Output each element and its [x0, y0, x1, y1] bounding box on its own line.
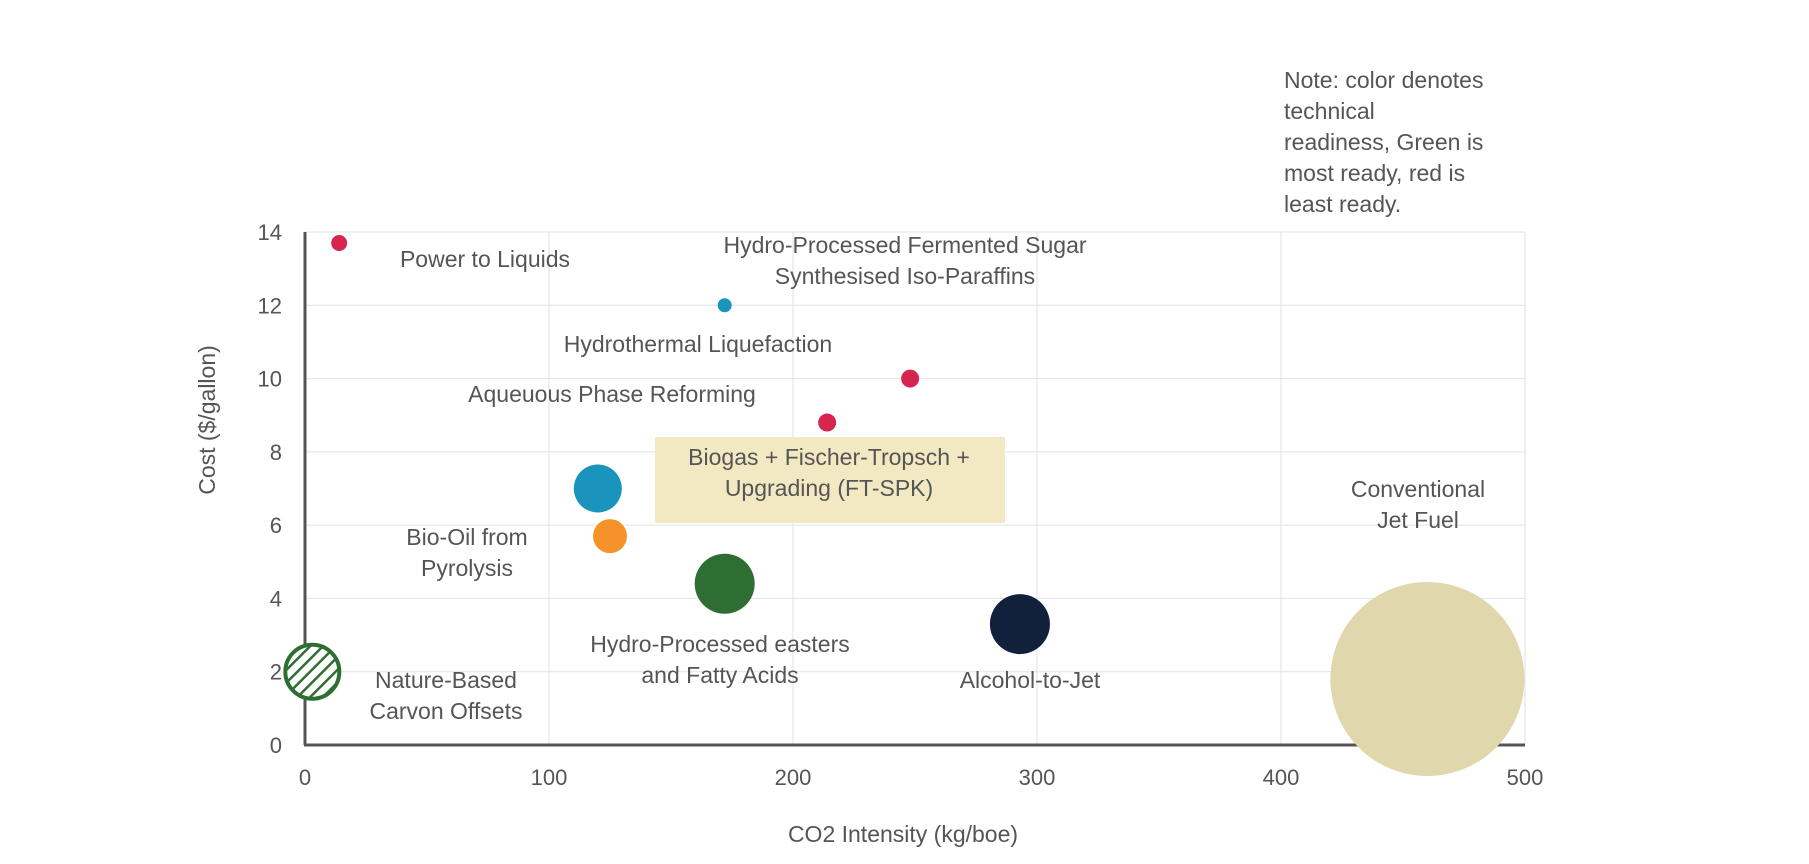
- y-axis-ticks: 0 2 4 6 8 10 12 14: [258, 220, 282, 758]
- bubble-label: Biogas + Fischer-Tropsch +: [688, 444, 970, 470]
- bubble-point: [694, 553, 755, 614]
- y-tick-label: 4: [270, 586, 282, 611]
- bubble-point: [717, 298, 732, 313]
- bubble-label: Pyrolysis: [421, 555, 513, 581]
- bubble-label: Jet Fuel: [1377, 507, 1459, 533]
- x-tick-label: 200: [775, 765, 812, 790]
- bubble-label: Nature-Based: [375, 667, 517, 693]
- x-axis-ticks: 0 100 200 300 400 500: [299, 765, 1543, 790]
- x-tick-label: 300: [1019, 765, 1056, 790]
- bubble-point: [1330, 582, 1525, 777]
- bubble-point: [573, 464, 622, 513]
- y-tick-label: 6: [270, 513, 282, 538]
- bubble-label: Carvon Offsets: [370, 698, 523, 724]
- bubble-label: Bio-Oil from: [406, 524, 527, 550]
- bubble-label: Aqueuous Phase Reforming: [468, 381, 756, 407]
- y-tick-label: 10: [258, 367, 282, 392]
- bubble-label: Hydrothermal Liquefaction: [564, 331, 832, 357]
- readiness-note: Note: color denotes technical readiness, G…: [1284, 67, 1483, 217]
- bubble-label: Conventional: [1351, 476, 1485, 502]
- y-tick-label: 2: [270, 660, 282, 685]
- bubble-label: Upgrading (FT-SPK): [725, 475, 933, 501]
- x-tick-label: 100: [531, 765, 568, 790]
- note-line: Note: color denotes: [1284, 67, 1483, 93]
- bubble-point: [901, 369, 920, 388]
- label-highlight-box: [655, 437, 1005, 523]
- bubble-point: [989, 594, 1050, 655]
- y-tick-label: 8: [270, 440, 282, 465]
- bubble-point: [593, 519, 627, 554]
- bubble-label: Synthesised Iso-Paraffins: [775, 263, 1035, 289]
- bubble-labels: Power to Liquids Hydro-Processed Fermente…: [370, 232, 1486, 724]
- x-tick-label: 400: [1263, 765, 1300, 790]
- bubble-label: Hydro-Processed easters: [590, 631, 850, 657]
- bubble-label: and Fatty Acids: [641, 662, 798, 688]
- y-tick-label: 12: [258, 293, 282, 318]
- x-tick-label: 0: [299, 765, 311, 790]
- bubble-point: [283, 642, 342, 701]
- note-line: readiness, Green is: [1284, 129, 1483, 155]
- y-tick-label: 14: [258, 220, 282, 245]
- bubble-point: [818, 413, 837, 432]
- note-line: most ready, red is: [1284, 160, 1465, 186]
- note-line: least ready.: [1284, 191, 1401, 217]
- bubble-label: Alcohol-to-Jet: [960, 667, 1101, 693]
- x-tick-label: 500: [1507, 765, 1544, 790]
- bubble-point: [331, 234, 348, 251]
- x-axis-title: CO2 Intensity (kg/boe): [788, 821, 1018, 847]
- chart-bubbles: [283, 234, 1525, 777]
- bubble-label: Hydro-Processed Fermented Sugar: [723, 232, 1086, 258]
- y-tick-label: 0: [270, 733, 282, 758]
- y-axis-title: Cost ($/gallon): [194, 345, 220, 495]
- bubble-label: Power to Liquids: [400, 246, 570, 272]
- note-line: technical: [1284, 98, 1375, 124]
